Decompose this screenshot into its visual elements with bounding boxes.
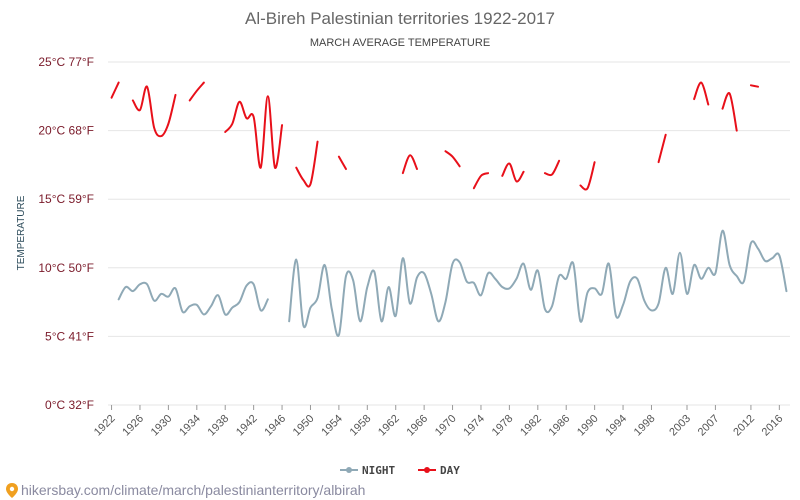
x-tick-label: 1986 — [547, 413, 573, 439]
series-line-day — [401, 154, 419, 175]
x-tick-label: 1970 — [433, 413, 459, 439]
grid-lines — [108, 61, 790, 406]
x-tick-label: 1930 — [149, 413, 175, 439]
series-line-night — [288, 229, 788, 337]
x-tick-label: 1958 — [348, 413, 374, 439]
x-tick-label: 1954 — [319, 413, 345, 439]
x-tick-label: 1998 — [632, 413, 658, 439]
y-tick-label: 0°C 32°F — [45, 398, 94, 412]
x-axis-ticks: 1922 1926 1930 1934 1938 1942 1946 1950 1954 1958… — [92, 405, 786, 439]
series-line-day — [224, 95, 284, 169]
x-tick-label: 2003 — [667, 413, 693, 439]
y-axis-label: TEMPERATURE — [16, 195, 27, 270]
y-tick-label: 25°C 77°F — [38, 55, 94, 69]
y-tick-label: 20°C 68°F — [38, 124, 94, 138]
series-line-day — [131, 85, 177, 138]
series-line-day — [501, 162, 525, 183]
y-tick-label: 5°C 41°F — [45, 329, 94, 343]
series-line-day — [295, 140, 319, 188]
legend-day-marker — [424, 467, 430, 473]
chart-subtitle: MARCH AVERAGE TEMPERATURE — [310, 37, 490, 49]
series-line-day — [657, 133, 667, 164]
x-tick-label: 1962 — [376, 413, 402, 439]
legend-item-day[interactable]: DAY — [418, 464, 460, 477]
y-tick-label: 10°C 50°F — [38, 261, 94, 275]
y-tick-label: 15°C 59°F — [38, 192, 94, 206]
chart-title: Al-Bireh Palestinian territories 1922-20… — [245, 9, 555, 28]
series-line-day — [693, 81, 710, 106]
series-line-day — [337, 155, 347, 171]
location-pin-icon — [6, 483, 18, 498]
x-tick-label: 2007 — [696, 413, 722, 439]
x-tick-label: 1938 — [206, 413, 232, 439]
series-line-day — [444, 150, 461, 168]
series-lines — [110, 81, 788, 337]
legend-item-night[interactable]: NIGHT — [340, 464, 395, 477]
series-line-day — [579, 161, 596, 191]
series-line-day — [749, 84, 760, 88]
series-line-day — [472, 172, 490, 190]
x-tick-label: 1946 — [262, 413, 288, 439]
x-tick-label: 1966 — [404, 413, 430, 439]
legend-night-marker — [346, 467, 352, 473]
footer[interactable]: hikersbay.com/climate/march/palestiniant… — [6, 482, 365, 498]
x-tick-label: 1950 — [291, 413, 317, 439]
legend[interactable]: NIGHT DAY — [340, 464, 460, 477]
series-line-day — [543, 159, 561, 177]
y-axis-ticks: 0°C 32°F 5°C 41°F 10°C 50°F 15°C 59°F 20°C 6… — [38, 55, 94, 412]
x-tick-label: 1982 — [518, 413, 544, 439]
x-tick-label: 2012 — [731, 413, 757, 439]
series-line-day — [721, 92, 738, 132]
x-tick-label: 1926 — [120, 413, 146, 439]
legend-day-label: DAY — [440, 464, 460, 477]
x-tick-label: 1942 — [234, 413, 260, 439]
footer-link[interactable]: hikersbay.com/climate/march/palestiniant… — [21, 482, 365, 498]
x-tick-label: 1922 — [92, 413, 118, 439]
x-tick-label: 1934 — [177, 413, 203, 439]
x-tick-label: 1990 — [575, 413, 601, 439]
x-tick-label: 2016 — [760, 413, 786, 439]
legend-night-label: NIGHT — [362, 464, 395, 477]
series-line-day — [110, 81, 120, 99]
x-tick-label: 1974 — [461, 413, 487, 439]
x-tick-label: 1978 — [490, 413, 516, 439]
x-tick-label: 1994 — [603, 413, 629, 439]
series-line-day — [188, 81, 205, 102]
series-line-night — [117, 281, 269, 316]
